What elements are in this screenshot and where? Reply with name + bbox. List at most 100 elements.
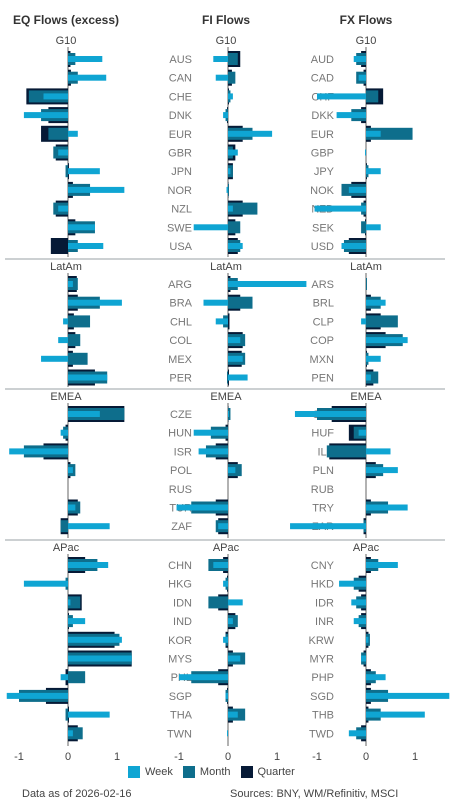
bar-week [348,730,366,737]
row-label: GBR [168,148,192,160]
bar-week [228,337,241,344]
section-title: LatAm [210,261,242,273]
bar-week [203,299,228,306]
bar-week [193,429,228,436]
bar-month [228,202,258,215]
bar-week [60,429,68,436]
row-label: SGP [169,691,192,703]
bar-week [63,318,68,325]
bar-week [213,56,228,62]
bar-month [326,445,366,458]
section-title: APac [213,542,240,554]
row-label: SGD [310,691,334,703]
row-label: HUN [168,428,192,440]
row-label: POL [170,465,192,477]
row-label: TWD [309,728,334,740]
bar-week [228,411,229,417]
bar-week [226,186,228,193]
bar-month [228,221,241,234]
bar-week [68,168,100,175]
legend-swatch-month [182,766,195,778]
bar-week [218,523,228,530]
bar-week [294,411,366,417]
bar-week [366,337,408,344]
row-label: EUR [169,129,192,141]
section-title: G10 [216,35,237,47]
bar-week [228,355,243,362]
bar-week [348,186,366,193]
bar-week [227,730,228,737]
panel-title-3: FX Flows [340,13,393,27]
bar-week [68,74,107,81]
bar-week [223,636,228,643]
row-label: COP [310,335,334,347]
bar-week [366,636,369,643]
section-title: LatAm [350,261,382,273]
bar-week [228,243,243,249]
bar-week [58,205,68,212]
section-title: G10 [56,35,77,47]
bar-week [68,299,122,306]
legend-label-month: Month [199,766,231,778]
row-label: JPN [171,166,192,178]
legend-swatch-quarter [240,766,253,778]
row-label: IDN [173,597,192,609]
bar-week [366,711,425,718]
row-label: HKD [311,579,334,591]
x-tick-label: -1 [14,751,24,763]
section-title: EMEA [350,391,382,403]
bar-week [68,411,100,417]
bar-week [290,523,366,530]
bar-quarter [50,238,68,254]
bar-week [179,674,228,681]
row-label: TRY [312,503,334,515]
bar-month [48,127,68,140]
bar-week [68,636,122,643]
bar-week [60,674,68,681]
bar-week [353,618,366,625]
bar-week [228,281,307,287]
x-tick-label: 1 [274,751,280,763]
row-label: NOK [310,185,335,197]
bar-month [228,296,253,309]
row-label: ZAF [171,521,192,533]
row-label: EUR [311,129,334,141]
bar-week [366,355,381,362]
bar-month [366,315,398,328]
bar-week [366,674,386,681]
bar-week [68,224,95,231]
footer-date: Data as of 2026-02-16 [22,788,132,800]
row-label: INR [315,616,334,628]
bar-week [366,692,450,699]
legend-swatch-week [128,766,140,778]
legend-item-month: Month [182,766,231,778]
bar-week [228,711,238,718]
bar-month [366,278,367,290]
row-label: RUS [169,484,192,496]
panel-title-2: FI Flows [202,13,250,27]
row-label: HKG [168,579,192,591]
row-label: PLN [313,465,334,477]
row-label: KOR [168,635,192,647]
row-label: MEX [168,354,193,366]
bar-week [223,580,228,587]
bar-week [228,168,231,175]
bar-week [223,112,228,119]
bar-week [58,149,68,156]
bar-week [43,93,68,100]
bar-week [351,599,366,606]
bar-week [68,374,108,381]
section-title: APac [353,542,380,554]
bar-month [228,71,236,84]
panel-title-1: EQ Flows (excess) [13,13,119,27]
bar-week [198,448,228,455]
bar-week [215,74,228,81]
row-label: BRA [169,298,192,310]
x-tick-label: 1 [114,751,120,763]
row-label: RUB [311,484,334,496]
row-label: AUD [311,54,334,66]
row-label: USA [169,241,192,253]
bar-week [228,599,243,606]
row-label: DKK [311,110,334,122]
row-label: MXN [310,354,335,366]
